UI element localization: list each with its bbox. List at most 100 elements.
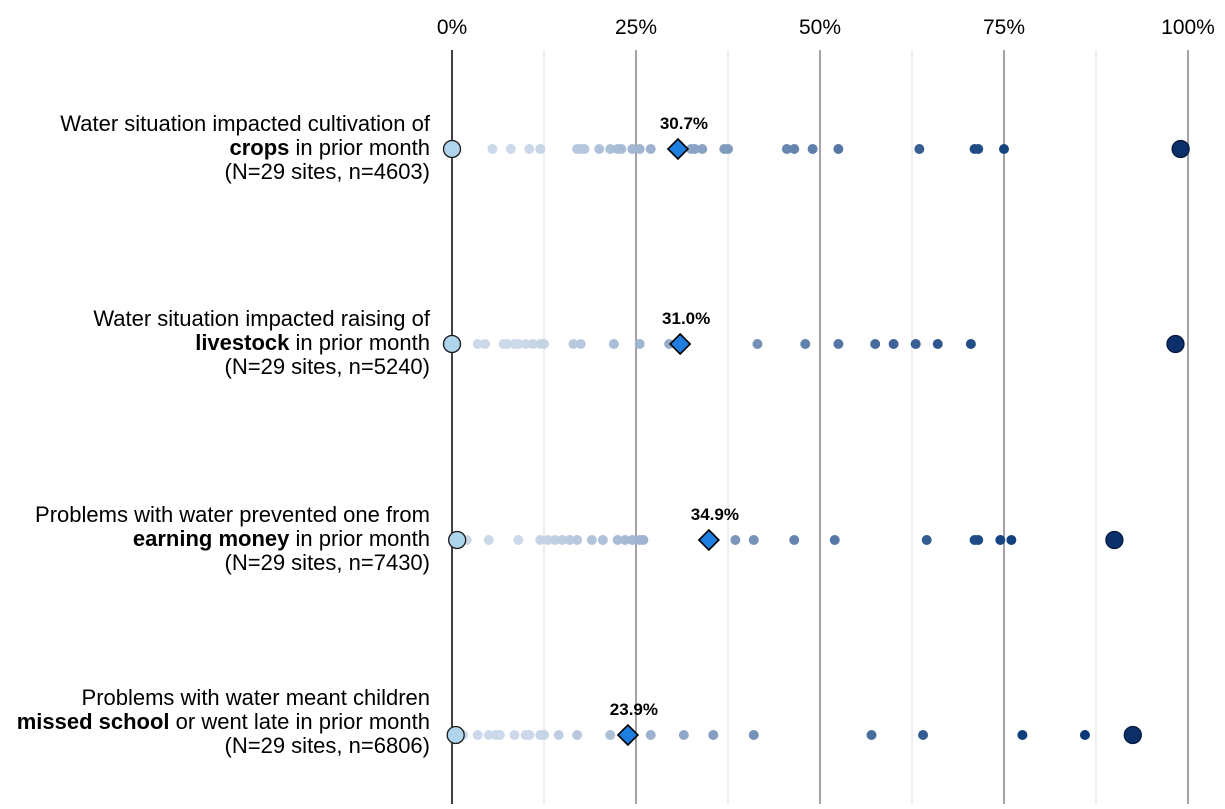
max-site-point	[1166, 334, 1185, 354]
row-label-title: Water situation impacted raising of	[93, 306, 430, 331]
row-label-subject: livestock in prior month	[0, 331, 430, 355]
site-point	[888, 339, 899, 349]
x-tick-label: 100%	[1161, 16, 1215, 39]
site-point	[616, 144, 627, 154]
max-site-point	[1171, 139, 1190, 159]
site-point	[866, 730, 877, 740]
site-point	[553, 730, 564, 740]
site-point	[612, 535, 623, 545]
min-site-point	[448, 530, 467, 550]
site-point	[829, 535, 840, 545]
site-point	[594, 144, 605, 154]
min-site-point	[446, 725, 465, 745]
site-point	[605, 730, 616, 740]
row-label-keyword: missed school	[16, 709, 170, 734]
site-point	[505, 144, 516, 154]
site-point	[932, 339, 943, 349]
site-point	[689, 144, 700, 154]
site-point	[472, 730, 483, 740]
site-point	[730, 535, 741, 545]
mean-marker	[697, 528, 720, 552]
site-point	[539, 339, 549, 349]
site-point	[608, 339, 619, 349]
x-tick-label: 25%	[615, 16, 657, 39]
row-label: Water situation impacted cultivation of c…	[0, 112, 430, 184]
site-point	[748, 535, 759, 545]
site-point	[480, 339, 491, 349]
site-point	[833, 339, 844, 349]
row-label: Problems with water meant children missed…	[0, 686, 430, 758]
site-point	[708, 730, 719, 740]
site-point	[564, 535, 575, 545]
site-point	[697, 144, 708, 154]
row-label-sample-size: (N=29 sites, n=5240)	[224, 354, 430, 379]
row-label-subject: missed school or went late in prior mont…	[0, 710, 430, 734]
row-label-title: Problems with water prevented one from	[35, 502, 430, 527]
site-point	[579, 144, 590, 154]
site-point	[524, 730, 535, 740]
site-point	[535, 535, 546, 545]
site-point	[833, 144, 844, 154]
max-site-point	[1105, 530, 1124, 550]
site-point	[527, 339, 538, 349]
row-label-suffix: or went late in prior month	[169, 709, 430, 734]
site-point	[1079, 730, 1090, 740]
row-label: Water situation impacted raising of lives…	[0, 307, 430, 379]
max-site-point	[1123, 725, 1142, 745]
site-point	[645, 730, 656, 740]
site-point	[645, 144, 656, 154]
row-label-title: Problems with water meant children	[81, 685, 430, 710]
site-point	[487, 144, 498, 154]
site-point	[638, 535, 649, 545]
site-point	[910, 339, 921, 349]
site-point	[807, 144, 818, 154]
site-point	[597, 535, 608, 545]
site-point	[914, 144, 925, 154]
min-site-point	[442, 139, 462, 159]
row-label-keyword: earning money	[132, 526, 290, 551]
site-point	[973, 144, 984, 154]
site-point	[1006, 535, 1017, 545]
site-point	[520, 339, 531, 349]
site-point	[605, 144, 616, 154]
x-tick-label: 0%	[437, 16, 467, 39]
row-label: Problems with water prevented one from ea…	[0, 503, 430, 575]
row-label-keyword: crops	[229, 135, 290, 160]
row-label-sample-size: (N=29 sites, n=7430)	[224, 550, 430, 575]
row-label-suffix: in prior month	[289, 330, 430, 355]
site-point	[494, 730, 505, 740]
site-point	[550, 535, 561, 545]
site-point	[568, 339, 579, 349]
row-label-title: Water situation impacted cultivation of	[60, 111, 430, 136]
site-point	[572, 730, 583, 740]
site-point	[535, 144, 546, 154]
site-point	[557, 535, 568, 545]
row-label-keyword: livestock	[195, 330, 290, 355]
row-label-suffix: in prior month	[289, 135, 430, 160]
site-point	[999, 144, 1009, 154]
mean-value-label: 34.9%	[691, 505, 739, 524]
mean-marker	[669, 332, 692, 356]
site-point	[539, 730, 549, 740]
min-site-point	[442, 334, 462, 354]
x-tick-label: 75%	[983, 16, 1025, 39]
site-point	[542, 535, 553, 545]
site-point	[789, 144, 800, 154]
row-label-subject: earning money in prior month	[0, 527, 430, 551]
mean-marker	[616, 723, 640, 747]
site-point	[678, 730, 689, 740]
site-point	[634, 144, 645, 154]
site-point	[502, 339, 513, 349]
site-point	[1017, 730, 1028, 740]
site-point	[965, 339, 976, 349]
row-label-suffix: in prior month	[289, 526, 430, 551]
site-point	[509, 730, 520, 740]
site-point	[748, 730, 759, 740]
row-label-sample-size: (N=29 sites, n=4603)	[224, 159, 430, 184]
site-point	[572, 535, 583, 545]
site-point	[472, 339, 483, 349]
site-point	[781, 144, 792, 154]
site-point	[921, 535, 932, 545]
